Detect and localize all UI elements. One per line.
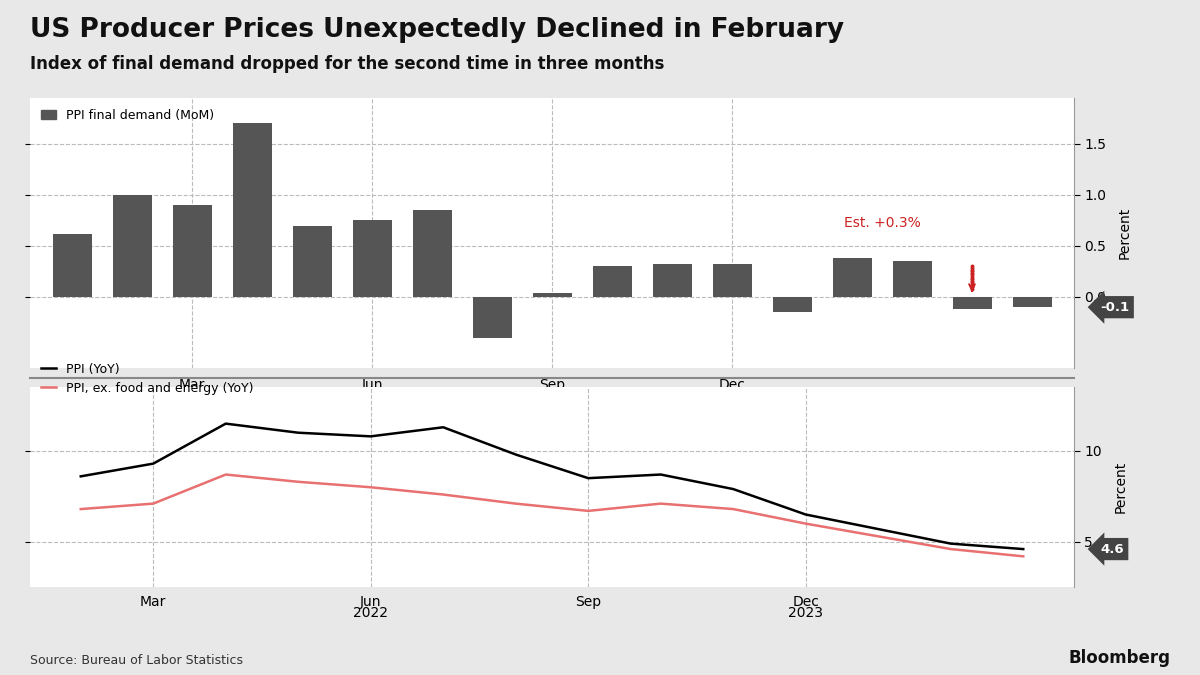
Bar bbox=[653, 265, 691, 297]
Bar bbox=[173, 205, 211, 297]
Bar bbox=[233, 124, 271, 297]
Bar bbox=[833, 258, 871, 297]
Text: Bloomberg: Bloomberg bbox=[1068, 649, 1170, 667]
Bar bbox=[1013, 297, 1051, 307]
Text: Index of final demand dropped for the second time in three months: Index of final demand dropped for the se… bbox=[30, 55, 665, 74]
Bar bbox=[473, 297, 511, 338]
Bar bbox=[593, 267, 631, 297]
Text: 2023: 2023 bbox=[788, 606, 823, 620]
Text: 2022: 2022 bbox=[353, 606, 389, 620]
Text: Est. +0.3%: Est. +0.3% bbox=[844, 217, 920, 230]
Text: 4.6: 4.6 bbox=[1100, 543, 1123, 556]
Y-axis label: Percent: Percent bbox=[1114, 461, 1127, 514]
Legend: PPI final demand (MoM): PPI final demand (MoM) bbox=[36, 104, 220, 127]
Bar bbox=[53, 234, 91, 297]
Text: Source: Bureau of Labor Statistics: Source: Bureau of Labor Statistics bbox=[30, 654, 242, 667]
Bar bbox=[413, 210, 451, 297]
Text: -0.1: -0.1 bbox=[1100, 300, 1129, 314]
Bar bbox=[113, 195, 151, 297]
Bar bbox=[893, 261, 931, 297]
Text: US Producer Prices Unexpectedly Declined in February: US Producer Prices Unexpectedly Declined… bbox=[30, 17, 844, 43]
Bar bbox=[353, 221, 391, 297]
Legend: PPI (YoY), PPI, ex. food and energy (YoY): PPI (YoY), PPI, ex. food and energy (YoY… bbox=[36, 358, 259, 400]
Bar bbox=[533, 293, 571, 297]
Y-axis label: Percent: Percent bbox=[1117, 207, 1132, 259]
Bar bbox=[773, 297, 811, 313]
Bar bbox=[953, 297, 991, 309]
Bar bbox=[713, 265, 751, 297]
Bar bbox=[293, 225, 331, 297]
